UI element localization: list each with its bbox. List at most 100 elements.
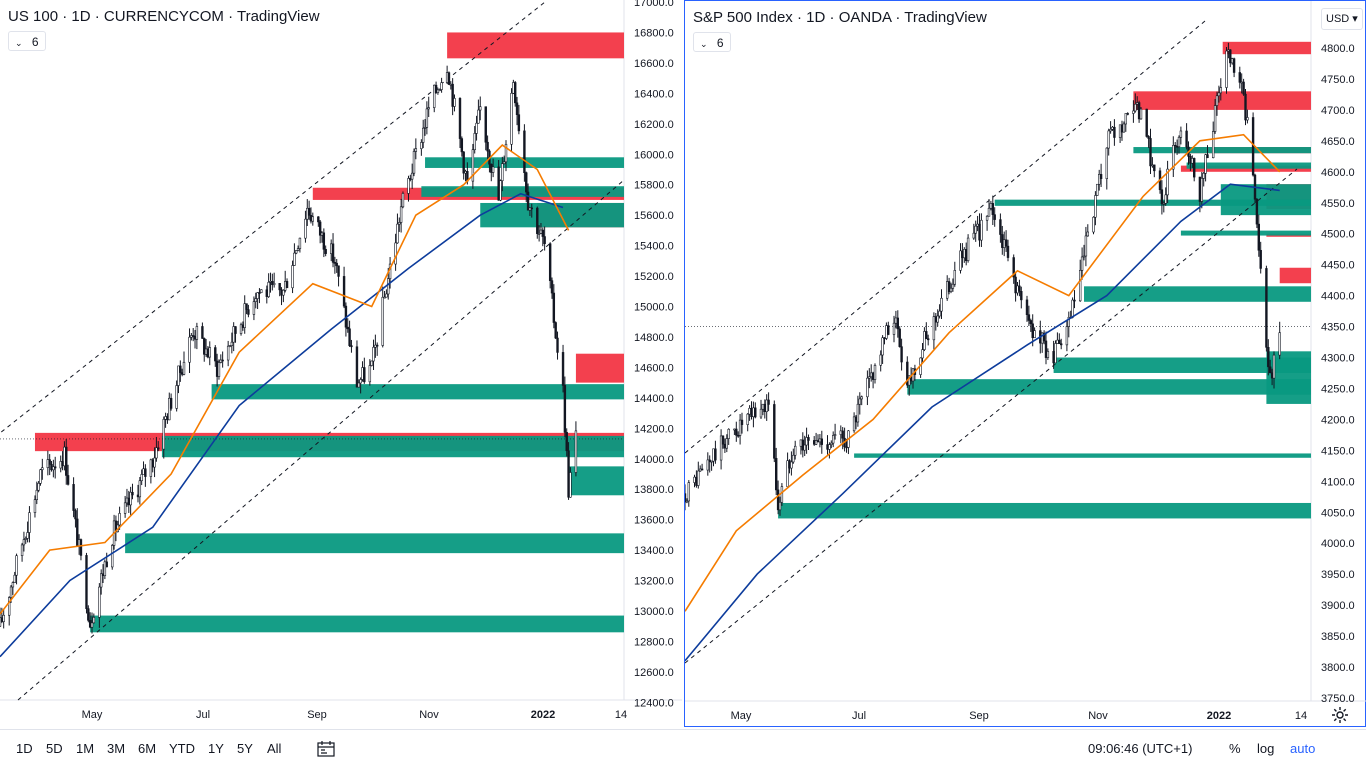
candle [1200, 171, 1204, 209]
indicator-count: 6 [716, 36, 724, 50]
candle [953, 261, 956, 287]
candle-body [1175, 145, 1179, 148]
time-tick-label: 2022 [1207, 710, 1231, 722]
range-5d[interactable]: 5D [46, 741, 63, 756]
candle-body [1067, 316, 1070, 327]
candle-body [22, 539, 26, 546]
interval: 1D [71, 8, 91, 25]
candle-body [721, 435, 725, 445]
candle [906, 356, 909, 388]
candle-body [695, 476, 698, 486]
candle [306, 199, 309, 227]
candle-body [894, 317, 898, 324]
candle [1058, 333, 1061, 345]
auto-scale-button[interactable]: auto [1290, 741, 1316, 756]
price-tick-label: 14600.0 [634, 362, 674, 374]
range-ytd[interactable]: YTD [169, 741, 195, 756]
candle [144, 464, 147, 487]
candle [283, 270, 287, 293]
demand-zone [125, 533, 625, 554]
candle-body [324, 249, 327, 254]
gear-icon[interactable] [1331, 706, 1349, 724]
us100-chart-canvas[interactable]: 17000.0 16800.0 16600.0 16400.0 16200.0 16000… [0, 0, 682, 729]
candle [331, 233, 335, 268]
candle-body [526, 191, 530, 211]
percent-scale-button[interactable]: % [1229, 741, 1241, 756]
range-all[interactable]: All [267, 741, 282, 756]
candle-body [1016, 285, 1019, 294]
indicators-toggle[interactable]: ⌄ 6 [8, 31, 46, 51]
candle-body [866, 377, 869, 398]
candle-body [1177, 136, 1181, 148]
candle-body [1042, 332, 1046, 342]
range-1y[interactable]: 1Y [208, 741, 224, 756]
candle [37, 480, 40, 493]
range-6m[interactable]: 6M [138, 741, 157, 756]
candle [1059, 338, 1063, 350]
candle-body [512, 82, 515, 94]
candle [807, 434, 810, 450]
candle [66, 464, 70, 486]
candle [460, 136, 464, 157]
candle [759, 399, 763, 419]
clock-timezone[interactable]: 09:06:46 (UTC+1) [1088, 741, 1193, 756]
candle-body [230, 341, 234, 346]
candle [987, 198, 991, 217]
candle-body [537, 233, 541, 235]
time-tick-label: Sep [969, 710, 989, 722]
candle-body [477, 109, 480, 124]
candle-body [945, 281, 949, 299]
candle-body [1052, 351, 1055, 364]
candle-body [125, 497, 129, 504]
candle [870, 364, 873, 382]
candle-body [491, 166, 495, 173]
candle [361, 361, 364, 382]
currency-selector[interactable]: USD ▾ [1321, 8, 1363, 30]
candle [801, 432, 805, 458]
candle-body [337, 265, 340, 277]
candle-body [280, 289, 283, 296]
demand-zone [1180, 230, 1311, 236]
candle [177, 365, 180, 394]
candle [138, 476, 142, 505]
candle-body [153, 457, 156, 468]
candle [247, 304, 250, 318]
range-5y[interactable]: 5Y [237, 741, 253, 756]
candle [41, 458, 44, 480]
candle [814, 432, 818, 446]
candle-body [41, 467, 44, 471]
candle [92, 613, 96, 624]
candle [293, 243, 296, 266]
candle [398, 217, 401, 232]
candle [1185, 123, 1188, 150]
range-1d[interactable]: 1D [16, 741, 33, 756]
candle [820, 430, 823, 454]
indicators-toggle[interactable]: ⌄ 6 [693, 32, 731, 52]
chart-pane-sp500[interactable]: 4800.0 4750.0 4700.0 4650.0 4600.0 4550.0 4500… [684, 0, 1366, 727]
range-3m[interactable]: 3M [107, 741, 126, 756]
log-scale-button[interactable]: log [1257, 741, 1275, 756]
price-tick-label: 15000.0 [634, 302, 674, 314]
candle-body [1192, 158, 1196, 178]
candle [88, 612, 92, 629]
candle-body [775, 458, 778, 491]
candle [525, 171, 528, 203]
candle [125, 488, 129, 507]
candle-body [700, 468, 704, 471]
candle [295, 250, 298, 255]
candle [1272, 351, 1276, 389]
range-1m[interactable]: 1M [76, 741, 95, 756]
candle-body [48, 459, 51, 465]
chart-pane-us100[interactable]: 17000.0 16800.0 16600.0 16400.0 16200.0 16000… [0, 0, 682, 729]
date-range-icon[interactable] [317, 741, 335, 757]
price-tick-label: 4500.0 [1321, 229, 1355, 241]
chart-title: US 100 · 1D · CURRENCYCOM · TradingView [8, 8, 320, 25]
candle [53, 456, 57, 479]
sp500-chart-canvas[interactable]: 4800.0 4750.0 4700.0 4650.0 4600.0 4550.0 4500… [685, 1, 1366, 728]
candle-body [291, 265, 294, 289]
candle [35, 481, 39, 505]
candle [991, 195, 994, 226]
time-tick-label: 14 [1295, 710, 1307, 722]
candle [447, 71, 451, 85]
demand-zone [994, 199, 1311, 206]
